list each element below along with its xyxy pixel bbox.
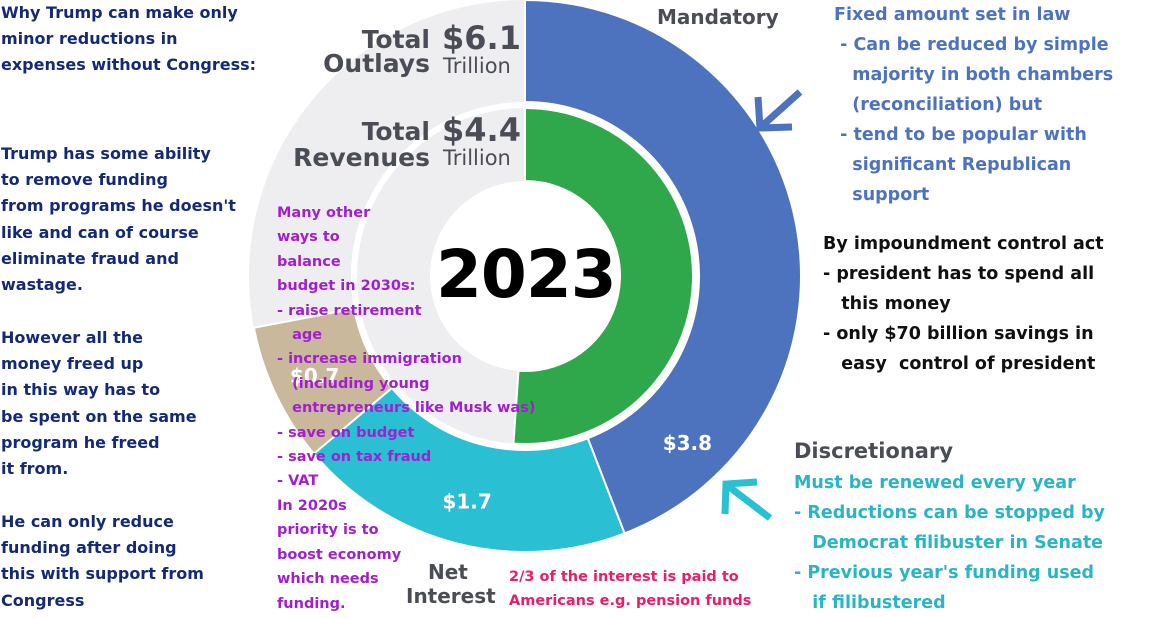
arrow-pointing-up-left-icon: [721, 478, 773, 521]
inner-ring: [351, 102, 699, 450]
slice-labels: $3.8 $1.7 $0.7: [290, 364, 712, 514]
left-support-note: He can only reduce funding after doing t…: [1, 512, 204, 610]
year-label: 2023: [436, 236, 617, 313]
slice-label-net-interest: $0.7: [290, 364, 339, 388]
balance-budget-note: Many other ways to balance budget in 203…: [277, 205, 536, 612]
discretionary-label: Discretionary: [794, 439, 954, 463]
revenues-unit: Trillion: [443, 146, 511, 170]
revenues-title-1: Total: [361, 117, 430, 146]
revenues-amount: $4.4: [442, 111, 521, 149]
mandatory-label: Mandatory: [657, 5, 779, 29]
left-funding-note: Trump has some ability to remove funding…: [1, 144, 236, 295]
slice-total-revenues: [512, 106, 694, 445]
interest-note: 2/3 of the interest is paid to Americans…: [509, 569, 752, 609]
slice-label-discretionary: $1.7: [442, 490, 491, 514]
arrow-pointing-down-left-icon: [754, 89, 803, 132]
ring-separator: [351, 102, 699, 450]
outlays-title-1: Total: [361, 25, 430, 54]
discretionary-note: Must be renewed every year - Reductions …: [794, 473, 1105, 613]
outlays-unit: Trillion: [443, 54, 511, 78]
revenues-title-2: Revenues: [293, 143, 430, 172]
left-however-note: However all the money freed up in this w…: [1, 328, 197, 479]
left-title-note: Why Trump can make only minor reductions…: [1, 3, 257, 74]
outlays-amount: $6.1: [442, 19, 521, 57]
net-interest-label-1: Net: [428, 560, 468, 584]
net-interest-label-2: Interest: [406, 584, 496, 608]
impoundment-note: By impoundment control act - president h…: [823, 234, 1104, 374]
slice-label-mandatory: $3.8: [663, 431, 712, 455]
mandatory-note: Fixed amount set in law - Can be reduced…: [834, 5, 1114, 205]
outlays-title-2: Outlays: [323, 49, 430, 78]
